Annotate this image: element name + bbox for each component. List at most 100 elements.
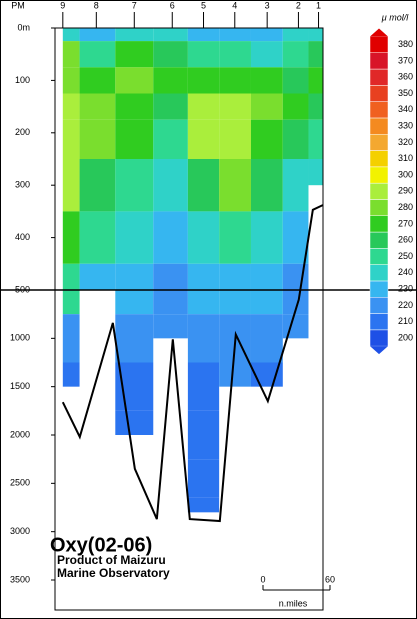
- oxygen-cell: [79, 28, 116, 42]
- oxygen-cell: [115, 362, 154, 411]
- scale-label: 0: [260, 574, 265, 584]
- oxygen-cell: [153, 93, 188, 120]
- oxygen-cell: [153, 28, 188, 42]
- oxygen-cell: [250, 314, 283, 363]
- oxygen-cell: [308, 67, 323, 94]
- oxygen-cell: [62, 93, 80, 120]
- oxygen-cell: [115, 314, 154, 363]
- oxygen-cell: [187, 41, 220, 68]
- oxygen-cell: [79, 119, 116, 159]
- colorbar-label: 220: [398, 300, 413, 310]
- colorbar-swatch: [369, 297, 389, 314]
- oxygen-cell: [219, 263, 251, 315]
- colorbar-label: 290: [398, 186, 413, 196]
- colorbar-label: 340: [398, 104, 413, 114]
- oxygen-cell: [115, 263, 154, 315]
- colorbar-label: 330: [398, 120, 413, 130]
- oxygen-cell: [187, 119, 220, 159]
- colorbar-label: 300: [398, 169, 413, 179]
- oxygen-cell: [250, 28, 283, 42]
- oxygen-cell: [153, 41, 188, 68]
- oxygen-cell: [79, 211, 116, 264]
- colorbar-label: 230: [398, 283, 413, 293]
- colorbar-unit: μ mol/l: [381, 12, 409, 22]
- colorbar-label: 280: [398, 202, 413, 212]
- oxygen-cell: [79, 41, 116, 68]
- colorbar-label: 380: [398, 39, 413, 49]
- colorbar-swatch: [369, 280, 389, 298]
- oxygen-cell: [62, 211, 80, 264]
- y-tick-label: 200: [15, 127, 30, 137]
- oxygen-cell: [250, 211, 283, 264]
- colorbar-label: 270: [398, 218, 413, 228]
- oxygen-cell: [308, 119, 323, 159]
- oxygen-cell: [219, 93, 251, 120]
- oxygen-cell: [187, 211, 220, 264]
- oxygen-cell: [219, 362, 251, 387]
- oxygen-cell: [153, 159, 188, 212]
- colorbar-swatch: [369, 199, 389, 216]
- oxygen-cell: [79, 93, 116, 120]
- oxygen-cell: [282, 119, 309, 159]
- oxygen-cell: [282, 314, 309, 339]
- colorbar-label: 200: [398, 332, 413, 342]
- station-label: 9: [60, 0, 65, 10]
- oxygen-cell: [62, 159, 80, 212]
- oxygen-cell: [187, 497, 220, 513]
- oxygen-cell: [282, 159, 309, 212]
- oxygen-cell: [282, 263, 309, 315]
- oxygen-cell: [282, 211, 309, 264]
- oxygen-cell: [250, 263, 283, 315]
- oxygen-cell: [187, 159, 220, 212]
- oxygen-cell: [62, 119, 80, 159]
- x-label: PM: [11, 0, 25, 10]
- oxygen-cell: [250, 41, 283, 68]
- colorbar-swatch: [369, 117, 389, 135]
- oxygen-cell: [62, 362, 80, 387]
- station-label: 7: [132, 0, 137, 10]
- y-tick-label: 3500: [10, 574, 30, 584]
- oxygen-cell: [308, 159, 323, 186]
- oxygen-cell: [282, 67, 309, 94]
- oxygen-cell: [187, 263, 220, 315]
- oxygen-cell: [219, 159, 251, 212]
- colorbar-swatch: [369, 182, 389, 200]
- y-tick-label: 2500: [10, 478, 30, 488]
- station-label: 3: [265, 0, 270, 10]
- oxygen-cell: [219, 28, 251, 42]
- station-label: 5: [201, 0, 206, 10]
- oxygen-cell: [250, 93, 283, 120]
- oxygen-cell: [219, 67, 251, 94]
- oxygen-cell: [187, 67, 220, 94]
- oxygen-cell: [115, 67, 154, 94]
- colorbar-arrow-bottom: [370, 346, 388, 355]
- station-label: 8: [94, 0, 99, 10]
- colorbar-swatch: [369, 248, 389, 265]
- bottom-profile: [61, 204, 324, 523]
- oxygen-cell: [62, 314, 80, 363]
- oxygen-cell: [219, 41, 251, 68]
- oxygen-cell: [62, 263, 80, 315]
- y-tick-label: 300: [15, 180, 30, 190]
- colorbar-swatch: [369, 215, 389, 233]
- scale-label: 60: [325, 574, 335, 584]
- station-label: 6: [170, 0, 175, 10]
- y-tick-label: 2000: [10, 429, 30, 439]
- oxygen-cell: [115, 159, 154, 212]
- colorbar-swatch: [369, 150, 389, 168]
- y-tick-label: 500: [15, 284, 30, 294]
- oxygen-cell: [79, 263, 116, 290]
- y-tick-label: 100: [15, 75, 30, 85]
- colorbar-arrow-top: [370, 28, 388, 37]
- oxygen-cell: [308, 41, 323, 68]
- oxygen-cell: [282, 93, 309, 120]
- oxygen-cell: [219, 211, 251, 264]
- oxygen-cell: [219, 119, 251, 159]
- colorbar-swatch: [369, 313, 389, 331]
- oxygen-cell: [153, 67, 188, 94]
- oxygen-cell: [308, 28, 323, 42]
- colorbar-label: 360: [398, 72, 413, 82]
- oxygen-cell: [250, 67, 283, 94]
- colorbar-swatch: [369, 52, 389, 70]
